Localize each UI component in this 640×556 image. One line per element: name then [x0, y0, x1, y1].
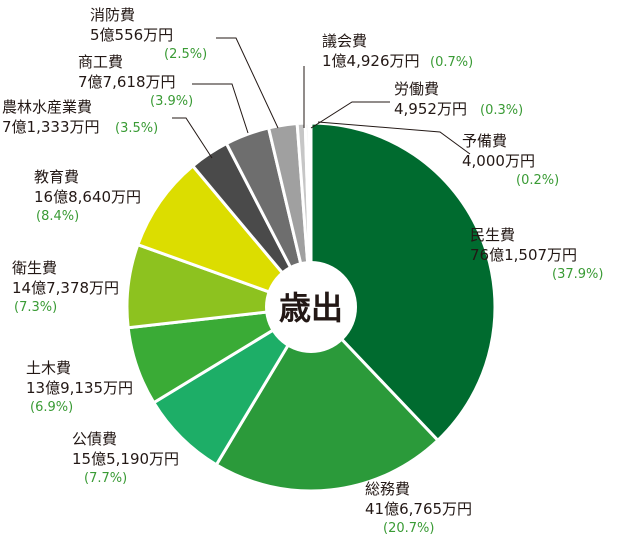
slice-label-amount: 15億5,190万円: [72, 450, 179, 468]
center-label: 歳出: [279, 289, 343, 327]
slice-label-percent: (3.9%): [150, 94, 193, 109]
leader-line: [310, 101, 390, 129]
slice-label-name: 消防費: [90, 6, 135, 24]
slice-label-amount: 4,952万円: [394, 100, 467, 118]
slice-label-amount: 7億1,333万円: [2, 118, 100, 136]
slice-label-percent: (0.2%): [516, 173, 559, 188]
slice-label-name: 民生費: [470, 226, 515, 244]
pie-slice-6: [135, 163, 316, 311]
slice-label-name: 衛生費: [12, 259, 57, 277]
slice-label-name: 予備費: [462, 132, 507, 150]
slice-label-percent: (7.3%): [14, 300, 57, 315]
slice-label-percent: (7.7%): [84, 471, 127, 486]
slice-label-amount: 1億4,926万円: [322, 52, 420, 70]
slice-label-amount: 16億8,640万円: [34, 188, 141, 206]
slice-label-amount: 76億1,507万円: [470, 246, 577, 264]
slice-label-name: 議会費: [322, 32, 367, 50]
pie-slice-12: [307, 121, 313, 308]
slice-label-percent: (0.3%): [480, 103, 523, 118]
slice-label-percent: (3.5%): [115, 121, 158, 136]
leader-line: [192, 83, 249, 134]
slice-label-name: 総務費: [365, 480, 410, 498]
slice-label-percent: (0.7%): [430, 55, 473, 70]
slice-label-amount: 41億6,765万円: [365, 500, 472, 518]
slice-label-amount: 13億9,135万円: [26, 379, 133, 397]
slice-label-name: 公債費: [72, 430, 117, 448]
slice-label-percent: (8.4%): [36, 209, 79, 224]
slice-label-name: 農林水産業費: [2, 98, 92, 116]
slice-label-name: 土木費: [26, 359, 71, 377]
slice-label-percent: (6.9%): [30, 400, 73, 415]
slice-label-percent: (20.7%): [383, 521, 434, 536]
slice-label-percent: (37.9%): [552, 267, 603, 282]
pie-slice-2: [214, 304, 440, 493]
slice-label-name: 商工費: [78, 53, 123, 71]
leader-line: [317, 121, 471, 155]
slice-label-amount: 7億7,618万円: [78, 73, 176, 91]
pie-slice-1: [309, 121, 497, 443]
slice-label-amount: 5億556万円: [90, 26, 173, 44]
slice-label-amount: 14億7,378万円: [12, 279, 119, 297]
slice-label-name: 教育費: [34, 168, 79, 186]
slice-label-amount: 4,000万円: [462, 152, 535, 170]
slice-label-percent: (2.5%): [164, 47, 207, 62]
center-hole: [265, 261, 357, 353]
leader-line: [172, 117, 213, 159]
leader-line: [216, 37, 279, 129]
slice-label-name: 労働費: [394, 80, 439, 98]
